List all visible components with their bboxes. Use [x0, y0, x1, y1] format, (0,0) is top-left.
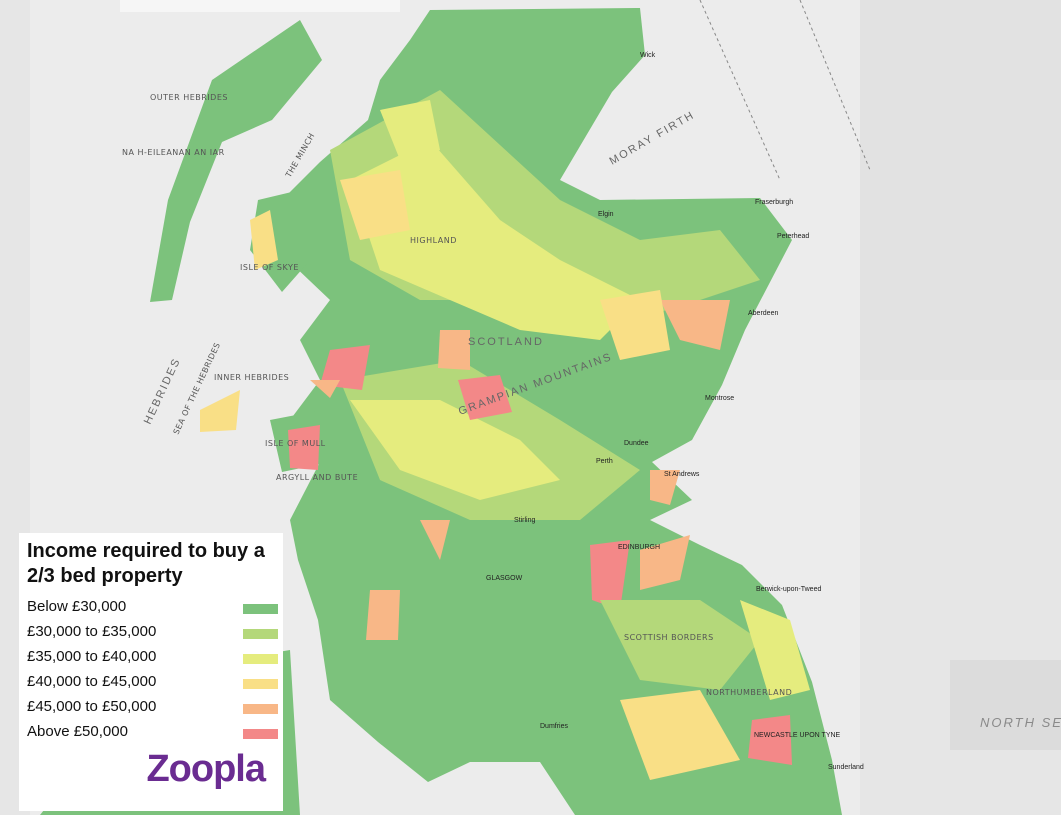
map-label: OUTER HEBRIDES — [150, 93, 228, 102]
price-area — [420, 520, 450, 560]
legend-item: Below £30,000 — [27, 597, 278, 622]
land — [150, 20, 322, 302]
legend-title: Income required to buy a 2/3 bed propert… — [27, 540, 265, 587]
map-label: Dumfries — [540, 723, 569, 730]
legend-label: £30,000 to £35,000 — [27, 623, 157, 640]
price-area — [340, 170, 410, 240]
map-label: Berwick-upon-Tweed — [756, 586, 821, 593]
price-area — [650, 470, 680, 505]
price-area — [748, 715, 792, 765]
map-label: NA H-EILEANAN AN IAR — [122, 148, 225, 157]
legend-swatch — [243, 604, 278, 614]
legend-swatch — [243, 654, 278, 664]
price-area — [600, 600, 760, 690]
price-area — [310, 380, 340, 398]
legend-item: £45,000 to £50,000 — [27, 697, 278, 722]
map-label: Dundee — [624, 440, 649, 447]
price-area — [366, 590, 400, 640]
map-label: HIGHLAND — [410, 236, 457, 245]
map-tile — [950, 660, 1061, 750]
legend-label: £40,000 to £45,000 — [27, 673, 157, 690]
map-tile — [120, 0, 400, 12]
map-label: NEWCASTLE UPON TYNE — [754, 732, 841, 739]
legend-item: £30,000 to £35,000 — [27, 622, 278, 647]
map-label: Wick — [640, 52, 656, 59]
map-label: Fraserburgh — [755, 199, 793, 206]
price-area — [350, 400, 560, 500]
price-area — [288, 425, 320, 470]
map-label: INNER HEBRIDES — [214, 373, 289, 382]
map-label: Peterhead — [777, 233, 809, 240]
price-area — [438, 330, 470, 370]
legend-item: £40,000 to £45,000 — [27, 672, 278, 697]
map-label: ARGYLL AND BUTE — [276, 473, 358, 482]
price-area — [200, 390, 240, 432]
price-area — [590, 540, 630, 610]
ferry-route — [799, 0, 871, 171]
map-label: Montrose — [705, 395, 734, 402]
price-area — [660, 300, 730, 350]
price-area — [620, 690, 740, 780]
map-label: SCOTTISH BORDERS — [624, 633, 714, 642]
map-label: ISLE OF SKYE — [240, 263, 299, 272]
legend-swatch — [243, 729, 278, 739]
legend-label: Below £30,000 — [27, 598, 127, 615]
map-tile — [860, 0, 1061, 380]
map-label: SCOTLAND — [468, 336, 544, 348]
legend-items: Below £30,000 £30,000 to £35,000 £35,000 t… — [27, 597, 278, 747]
legend: Income required to buy a 2/3 bed propert… — [19, 533, 283, 811]
legend-swatch — [243, 679, 278, 689]
price-area — [380, 100, 440, 160]
legend-label: Above £50,000 — [27, 723, 128, 740]
map-label: St Andrews — [664, 471, 700, 478]
map-label: NORTH SE — [980, 715, 1061, 730]
price-area — [320, 345, 370, 390]
legend-swatch — [243, 629, 278, 639]
ferry-route — [699, 0, 781, 181]
logo: Zoopla — [146, 748, 266, 790]
map-label: Elgin — [598, 211, 614, 218]
map-label: ISLE OF MULL — [265, 439, 326, 448]
map-label: Perth — [596, 458, 613, 465]
legend-label: £35,000 to £40,000 — [27, 648, 157, 665]
map-label: EDINBURGH — [618, 544, 660, 551]
price-area — [458, 375, 512, 420]
price-area — [600, 290, 670, 360]
price-area — [740, 600, 810, 700]
price-area — [640, 535, 690, 590]
legend-swatch — [243, 704, 278, 714]
map-label: Sunderland — [828, 764, 864, 771]
price-area — [350, 140, 640, 340]
legend-label: £45,000 to £50,000 — [27, 698, 157, 715]
legend-item: Above £50,000 — [27, 722, 278, 747]
map-label: Stirling — [514, 517, 536, 524]
map-label: GLASGOW — [486, 575, 523, 582]
map-label: NORTHUMBERLAND — [706, 688, 792, 697]
legend-item: £35,000 to £40,000 — [27, 647, 278, 672]
map-label: Aberdeen — [748, 310, 778, 317]
price-area — [250, 210, 278, 270]
